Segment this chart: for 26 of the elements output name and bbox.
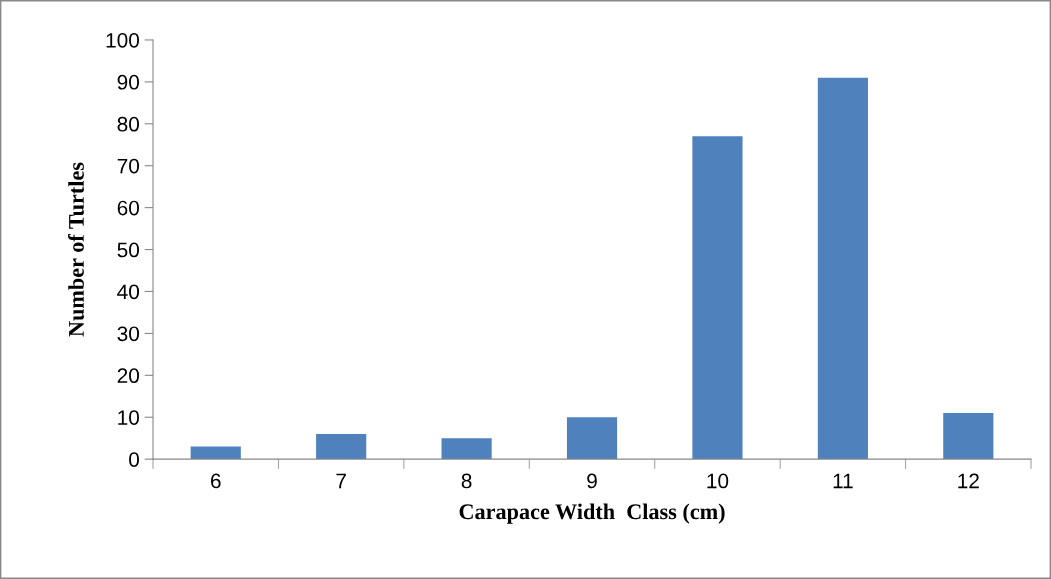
x-tick-label: 9 [587,473,597,489]
y-tick-label: 80 [117,116,140,132]
y-tick-label: 30 [117,326,140,342]
bar [316,434,367,460]
x-tick-label: 10 [707,473,729,489]
x-tick-label: 11 [833,473,853,489]
y-tick-label: 90 [117,74,140,90]
y-tick-label: 70 [117,158,140,174]
y-axis-title: Number of Turtles [68,162,84,337]
x-tick-label: 7 [336,473,346,489]
bar [692,136,743,460]
bar [566,417,618,460]
bar [943,413,994,460]
bar [817,77,868,460]
y-tick-label: 100 [106,32,140,48]
y-tick-label: 0 [129,452,140,467]
x-axis-title: Carapace Width Class (cm) [459,503,725,524]
x-tick-label: 12 [958,473,979,489]
x-tick-label: 8 [461,473,472,489]
y-tick-label: 20 [117,368,140,384]
x-tick-label: 6 [211,473,221,489]
y-tick-label: 40 [117,284,140,300]
y-tick-label: 10 [118,410,140,425]
y-tick-label: 50 [117,242,140,258]
bar [441,438,492,460]
y-tick-label: 60 [117,200,140,216]
